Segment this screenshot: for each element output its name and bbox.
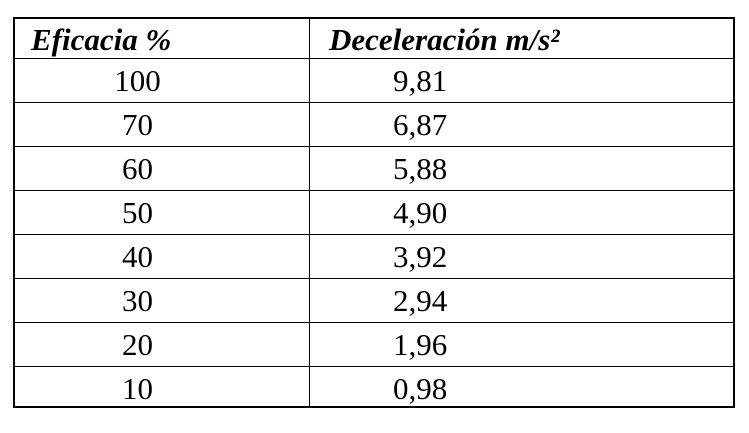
table-cell: 70 [122, 107, 153, 142]
header-cell: Eficacia % [31, 22, 172, 57]
table-cell: 50 [122, 195, 153, 230]
table: Eficacia % Deceleración m/s² 100 9,81 70 6,87… [13, 17, 735, 408]
table-cell: 10 [122, 371, 153, 406]
table-cell: 20 [122, 327, 153, 362]
table-cell: 30 [122, 283, 153, 318]
header-cell: Deceleración m/s² [329, 22, 560, 57]
row-divider [15, 322, 733, 323]
table-cell: 9,81 [393, 63, 448, 98]
table-cell: 6,87 [393, 107, 448, 142]
table-cell: 4,90 [393, 195, 448, 230]
row-divider [15, 278, 733, 279]
column-divider [309, 19, 310, 406]
row-divider [15, 58, 733, 59]
table-cell: 100 [114, 63, 161, 98]
row-divider [15, 234, 733, 235]
row-divider [15, 146, 733, 147]
table-cell: 40 [122, 239, 153, 274]
row-divider [15, 366, 733, 367]
table-cell: 5,88 [393, 151, 448, 186]
table-cell: 0,98 [393, 371, 448, 406]
table-cell: 2,94 [393, 283, 448, 318]
row-divider [15, 102, 733, 103]
row-divider [15, 190, 733, 191]
table-cell: 60 [122, 151, 153, 186]
table-cell: 3,92 [393, 239, 448, 274]
table-cell: 1,96 [393, 327, 448, 362]
